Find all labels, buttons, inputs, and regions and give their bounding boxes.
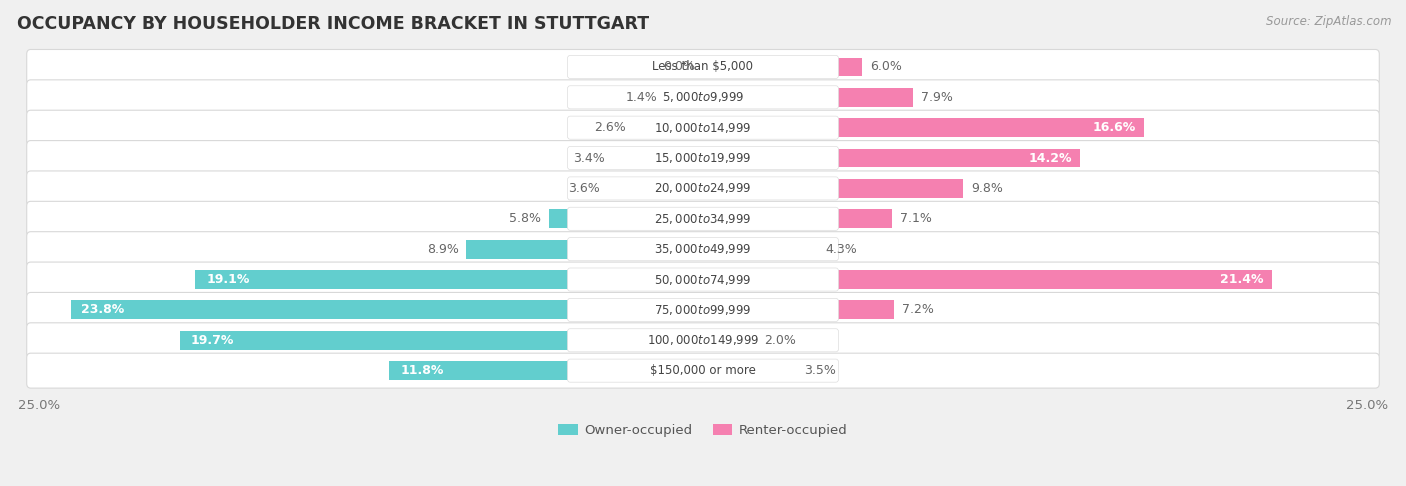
FancyBboxPatch shape bbox=[27, 140, 1379, 175]
FancyBboxPatch shape bbox=[568, 238, 838, 260]
FancyBboxPatch shape bbox=[568, 268, 838, 291]
Text: 5.8%: 5.8% bbox=[509, 212, 541, 226]
Bar bbox=[703, 270, 1271, 289]
Bar bbox=[703, 149, 1080, 168]
Text: $75,000 to $99,999: $75,000 to $99,999 bbox=[654, 303, 752, 317]
Text: Less than $5,000: Less than $5,000 bbox=[652, 60, 754, 73]
FancyBboxPatch shape bbox=[27, 232, 1379, 267]
Text: 19.7%: 19.7% bbox=[190, 334, 233, 347]
Bar bbox=[703, 88, 912, 107]
Bar bbox=[180, 331, 703, 350]
FancyBboxPatch shape bbox=[568, 207, 838, 230]
Text: 11.8%: 11.8% bbox=[401, 364, 443, 377]
FancyBboxPatch shape bbox=[27, 50, 1379, 85]
Bar bbox=[613, 149, 703, 168]
FancyBboxPatch shape bbox=[568, 359, 838, 382]
Bar bbox=[666, 88, 703, 107]
Bar bbox=[467, 240, 703, 259]
Text: $10,000 to $14,999: $10,000 to $14,999 bbox=[654, 121, 752, 135]
FancyBboxPatch shape bbox=[568, 146, 838, 170]
Text: 3.4%: 3.4% bbox=[572, 152, 605, 165]
FancyBboxPatch shape bbox=[27, 293, 1379, 328]
FancyBboxPatch shape bbox=[568, 116, 838, 139]
Text: $25,000 to $34,999: $25,000 to $34,999 bbox=[654, 212, 752, 226]
Bar bbox=[634, 118, 703, 137]
Bar bbox=[703, 57, 862, 76]
Text: $35,000 to $49,999: $35,000 to $49,999 bbox=[654, 242, 752, 256]
Text: 19.1%: 19.1% bbox=[207, 273, 249, 286]
Text: $5,000 to $9,999: $5,000 to $9,999 bbox=[662, 90, 744, 104]
Bar bbox=[389, 361, 703, 380]
FancyBboxPatch shape bbox=[27, 323, 1379, 358]
Text: 21.4%: 21.4% bbox=[1220, 273, 1264, 286]
Text: 6.0%: 6.0% bbox=[870, 60, 903, 73]
Text: $50,000 to $74,999: $50,000 to $74,999 bbox=[654, 273, 752, 287]
Bar bbox=[703, 118, 1144, 137]
Bar bbox=[703, 331, 756, 350]
FancyBboxPatch shape bbox=[568, 55, 838, 78]
Text: 2.0%: 2.0% bbox=[763, 334, 796, 347]
FancyBboxPatch shape bbox=[27, 201, 1379, 236]
FancyBboxPatch shape bbox=[27, 353, 1379, 388]
Text: 3.6%: 3.6% bbox=[568, 182, 599, 195]
FancyBboxPatch shape bbox=[568, 298, 838, 321]
Bar bbox=[703, 209, 891, 228]
FancyBboxPatch shape bbox=[568, 86, 838, 109]
Text: 7.1%: 7.1% bbox=[900, 212, 932, 226]
Text: OCCUPANCY BY HOUSEHOLDER INCOME BRACKET IN STUTTGART: OCCUPANCY BY HOUSEHOLDER INCOME BRACKET … bbox=[17, 15, 650, 33]
Bar bbox=[703, 300, 894, 319]
Bar bbox=[703, 361, 796, 380]
Bar bbox=[703, 240, 817, 259]
Text: 7.2%: 7.2% bbox=[903, 303, 934, 316]
Text: $100,000 to $149,999: $100,000 to $149,999 bbox=[647, 333, 759, 347]
FancyBboxPatch shape bbox=[27, 110, 1379, 145]
Text: 8.9%: 8.9% bbox=[426, 243, 458, 256]
Text: 9.8%: 9.8% bbox=[972, 182, 1004, 195]
FancyBboxPatch shape bbox=[27, 171, 1379, 206]
Text: 7.9%: 7.9% bbox=[921, 91, 953, 104]
Text: 1.4%: 1.4% bbox=[626, 91, 658, 104]
Bar bbox=[548, 209, 703, 228]
Text: 14.2%: 14.2% bbox=[1029, 152, 1073, 165]
FancyBboxPatch shape bbox=[568, 177, 838, 200]
FancyBboxPatch shape bbox=[27, 80, 1379, 115]
FancyBboxPatch shape bbox=[27, 262, 1379, 297]
Text: $15,000 to $19,999: $15,000 to $19,999 bbox=[654, 151, 752, 165]
Text: 3.5%: 3.5% bbox=[804, 364, 835, 377]
Text: 0.0%: 0.0% bbox=[664, 60, 695, 73]
Text: $150,000 or more: $150,000 or more bbox=[650, 364, 756, 377]
Text: 16.6%: 16.6% bbox=[1092, 121, 1136, 134]
Bar bbox=[70, 300, 703, 319]
Text: 2.6%: 2.6% bbox=[595, 121, 626, 134]
Text: Source: ZipAtlas.com: Source: ZipAtlas.com bbox=[1267, 15, 1392, 28]
Bar bbox=[195, 270, 703, 289]
Text: 23.8%: 23.8% bbox=[82, 303, 125, 316]
FancyBboxPatch shape bbox=[568, 329, 838, 352]
Bar bbox=[703, 179, 963, 198]
Text: $20,000 to $24,999: $20,000 to $24,999 bbox=[654, 181, 752, 195]
Text: 4.3%: 4.3% bbox=[825, 243, 858, 256]
Legend: Owner-occupied, Renter-occupied: Owner-occupied, Renter-occupied bbox=[553, 419, 853, 443]
Bar bbox=[607, 179, 703, 198]
